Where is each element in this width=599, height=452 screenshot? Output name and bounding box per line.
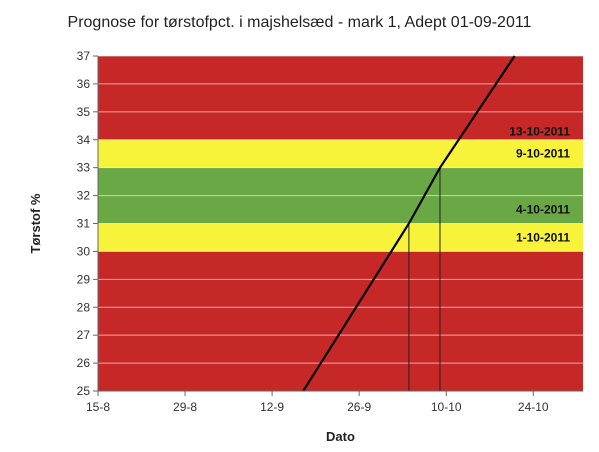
band: [98, 56, 583, 140]
x-tick-label: 29-8: [173, 400, 197, 414]
x-tick-label: 24-10: [518, 400, 549, 414]
band: [98, 139, 583, 168]
y-tick-label: 33: [77, 161, 91, 175]
date-annotation: 9-10-2011: [516, 147, 570, 161]
y-tick-label: 31: [77, 217, 91, 231]
date-annotation: 1-10-2011: [516, 230, 570, 244]
x-tick-label: 15-8: [86, 400, 110, 414]
y-tick-label: 26: [77, 356, 91, 370]
band: [98, 251, 583, 391]
y-axis-ticks: 25 26 27 28 29 30 31 32 33 34 35 36 37: [77, 49, 99, 398]
y-axis-label: Tørstof %: [28, 193, 43, 253]
date-markers: [408, 167, 441, 391]
y-tick-label: 35: [77, 105, 91, 119]
y-tick-label: 27: [77, 328, 91, 342]
date-annotations: 13-10-2011 9-10-2011 4-10-2011 1-10-2011: [509, 124, 570, 244]
y-tick-label: 34: [77, 133, 91, 147]
y-tick-label: 25: [77, 384, 91, 398]
x-axis-ticks: 15-8 29-8 12-9 26-9 10-10 24-10: [86, 390, 583, 414]
y-tick-label: 36: [77, 77, 91, 91]
x-tick-label: 26-9: [347, 400, 371, 414]
x-tick-label: 10-10: [431, 400, 462, 414]
chart-title: Prognose for tørstofpct. i majshelsæd - …: [67, 14, 532, 31]
y-tick-label: 37: [77, 49, 91, 63]
series-lines: [302, 55, 516, 392]
y-tick-label: 30: [77, 244, 91, 258]
x-tick-label: 12-9: [260, 400, 284, 414]
y-tick-label: 32: [77, 189, 91, 203]
x-axis-label: Dato: [326, 429, 355, 444]
series-line: [302, 55, 516, 392]
date-annotation: 4-10-2011: [516, 203, 570, 217]
y-tick-label: 29: [77, 272, 91, 286]
y-tick-label: 28: [77, 300, 91, 314]
band: [98, 223, 583, 252]
date-annotation: 13-10-2011: [509, 124, 570, 138]
